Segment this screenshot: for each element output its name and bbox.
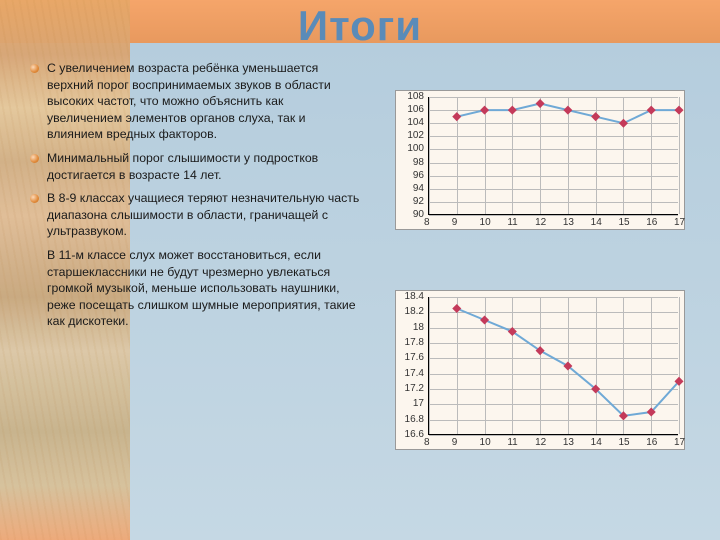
xtick-label: 11	[507, 217, 517, 228]
xtick-label: 10	[480, 217, 491, 228]
xtick-label: 13	[563, 437, 574, 448]
text-content: С увеличением возраста ребёнка уменьшает…	[30, 60, 360, 337]
xtick-label: 17	[674, 217, 685, 228]
xtick-label: 16	[646, 437, 657, 448]
ytick-label: 17.8	[405, 337, 424, 348]
xtick-label: 9	[452, 437, 458, 448]
xtick-label: 15	[618, 217, 629, 228]
ytick-label: 96	[413, 170, 424, 181]
ytick-label: 17.6	[405, 352, 424, 363]
xtick-label: 10	[480, 437, 491, 448]
xtick-label: 8	[424, 437, 430, 448]
chart-ultrasound-range: 16.6 16.8 17 17.2 17.4 17.6 17.8 18 18.2 18.4 8 9 10…	[395, 290, 685, 450]
ytick-label: 104	[407, 117, 424, 128]
ytick-label: 98	[413, 157, 424, 168]
ytick-label: 90	[413, 209, 424, 220]
ytick-label: 18	[413, 322, 424, 333]
ytick-label: 102	[407, 130, 424, 141]
xtick-label: 12	[535, 217, 546, 228]
xtick-label: 14	[591, 437, 602, 448]
xtick-label: 8	[424, 217, 430, 228]
ytick-label: 108	[407, 91, 424, 102]
ytick-label: 100	[407, 143, 424, 154]
xtick-label: 15	[618, 437, 629, 448]
bullet-1: С увеличением возраста ребёнка уменьшает…	[30, 60, 360, 143]
xtick-label: 13	[563, 217, 574, 228]
bullet-2: Минимальный порог слышимости у подростко…	[30, 150, 360, 183]
xtick-label: 11	[507, 437, 517, 448]
ytick-label: 92	[413, 196, 424, 207]
xtick-label: 17	[674, 437, 685, 448]
xtick-label: 9	[452, 217, 458, 228]
page-title: Итоги	[0, 2, 720, 50]
ytick-label: 18.2	[405, 306, 424, 317]
ytick-label: 17	[413, 398, 424, 409]
ytick-label: 94	[413, 183, 424, 194]
xtick-label: 14	[591, 217, 602, 228]
ytick-label: 17.2	[405, 383, 424, 394]
ytick-label: 106	[407, 104, 424, 115]
ytick-label: 17.4	[405, 368, 424, 379]
ytick-label: 18.4	[405, 291, 424, 302]
ytick-label: 16.8	[405, 414, 424, 425]
xtick-label: 16	[646, 217, 657, 228]
bullet-3: В 8-9 классах учащиеся теряют незначител…	[30, 190, 360, 240]
sub-paragraph: В 11-м классе слух может восстановиться,…	[30, 247, 360, 330]
chart-upper-threshold: 90 92 94 96 98 100 102 104 106 108 8 9 10 11 12 13 14 15 1…	[395, 90, 685, 230]
ytick-label: 16.6	[405, 429, 424, 440]
xtick-label: 12	[535, 437, 546, 448]
